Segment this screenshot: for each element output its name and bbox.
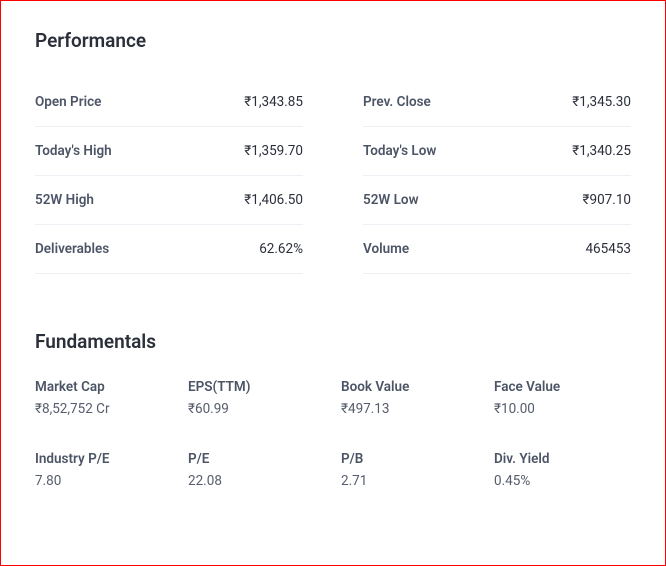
performance-section: Performance Open Price ₹1,343.85 Prev. C… [35,29,631,274]
perf-label: 52W High [35,192,94,208]
fund-label: EPS(TTM) [188,379,325,395]
perf-value: ₹1,359.70 [244,143,303,159]
fund-item-pe: P/E 22.08 [188,451,325,489]
perf-row-52w-high: 52W High ₹1,406.50 [35,176,303,225]
fundamentals-grid: Market Cap ₹8,52,752 Cr EPS(TTM) ₹60.99 … [35,379,631,489]
fund-item-pb: P/B 2.71 [341,451,478,489]
fund-label: Book Value [341,379,478,395]
perf-label: Open Price [35,94,101,110]
perf-row-volume: Volume 465453 [363,225,631,274]
perf-label: Deliverables [35,241,109,257]
perf-label: Today's High [35,143,112,159]
fund-value: 7.80 [35,473,172,489]
perf-value: 465453 [585,241,631,257]
fund-item-book-value: Book Value ₹497.13 [341,379,478,417]
perf-value: ₹1,343.85 [244,94,303,110]
perf-value: 62.62% [259,241,303,257]
perf-value: ₹1,340.25 [572,143,631,159]
fund-value: ₹10.00 [494,401,631,417]
stock-info-panel: Performance Open Price ₹1,343.85 Prev. C… [0,0,666,566]
fund-label: Market Cap [35,379,172,395]
fund-label: Face Value [494,379,631,395]
fund-label: P/E [188,451,325,467]
fund-value: 22.08 [188,473,325,489]
perf-label: 52W Low [363,192,419,208]
performance-grid: Open Price ₹1,343.85 Prev. Close ₹1,345.… [35,78,631,274]
fund-label: Industry P/E [35,451,172,467]
perf-label: Prev. Close [363,94,431,110]
perf-value: ₹1,345.30 [572,94,631,110]
fund-value: ₹60.99 [188,401,325,417]
fund-value: ₹497.13 [341,401,478,417]
perf-value: ₹1,406.50 [244,192,303,208]
fund-label: P/B [341,451,478,467]
fund-value: ₹8,52,752 Cr [35,401,172,417]
fund-item-face-value: Face Value ₹10.00 [494,379,631,417]
perf-row-deliverables: Deliverables 62.62% [35,225,303,274]
perf-row-todays-high: Today's High ₹1,359.70 [35,127,303,176]
performance-title: Performance [35,29,631,52]
perf-row-prev-close: Prev. Close ₹1,345.30 [363,78,631,127]
fund-label: Div. Yield [494,451,631,467]
fund-item-eps: EPS(TTM) ₹60.99 [188,379,325,417]
perf-row-todays-low: Today's Low ₹1,340.25 [363,127,631,176]
fund-item-market-cap: Market Cap ₹8,52,752 Cr [35,379,172,417]
perf-label: Today's Low [363,143,436,159]
fund-value: 2.71 [341,473,478,489]
perf-label: Volume [363,241,409,257]
perf-row-open-price: Open Price ₹1,343.85 [35,78,303,127]
fund-item-div-yield: Div. Yield 0.45% [494,451,631,489]
fund-value: 0.45% [494,473,631,489]
fund-item-industry-pe: Industry P/E 7.80 [35,451,172,489]
perf-row-52w-low: 52W Low ₹907.10 [363,176,631,225]
fundamentals-title: Fundamentals [35,330,631,353]
fundamentals-section: Fundamentals Market Cap ₹8,52,752 Cr EPS… [35,330,631,489]
perf-value: ₹907.10 [583,192,631,208]
